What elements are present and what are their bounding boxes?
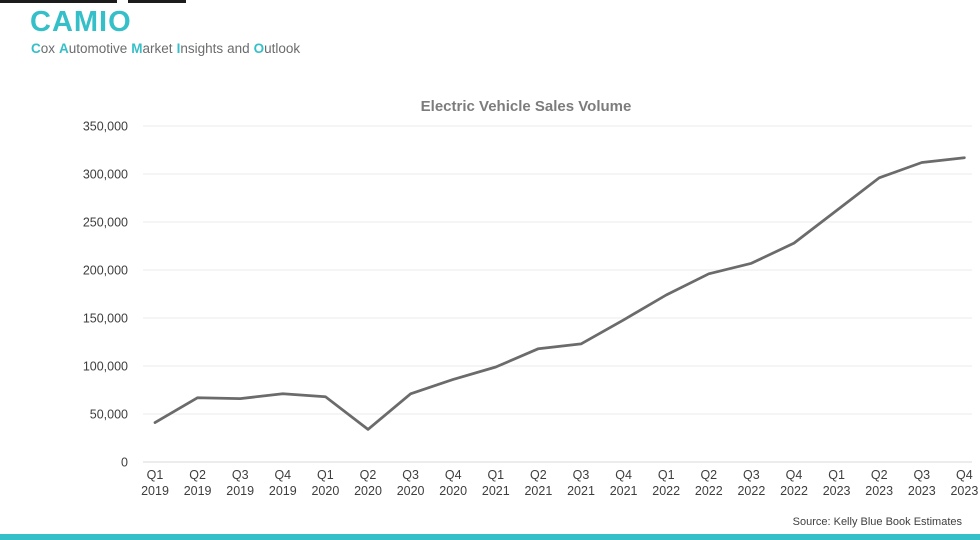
chart-title: Electric Vehicle Sales Volume xyxy=(420,98,632,115)
x-tick-year: 2020 xyxy=(397,484,425,498)
x-tick-year: 2022 xyxy=(780,484,808,498)
x-tick-year: 2021 xyxy=(610,484,638,498)
x-tick-year: 2021 xyxy=(567,484,595,498)
sales-volume-line xyxy=(153,156,966,431)
x-tick-quarter: Q3 xyxy=(743,468,760,482)
x-tick-year: 2023 xyxy=(823,484,851,498)
y-tick-label: 150,000 xyxy=(83,312,128,326)
y-tick-label: 250,000 xyxy=(83,216,128,230)
x-tick-quarter: Q2 xyxy=(189,468,206,482)
camio-logo: CAMIO xyxy=(30,6,132,38)
x-tick-year: 2020 xyxy=(439,484,467,498)
x-tick-year: 2019 xyxy=(226,484,254,498)
tagline-word: and xyxy=(227,41,250,56)
x-tick-quarter: Q1 xyxy=(147,468,164,482)
x-tick-quarter: Q3 xyxy=(913,468,930,482)
x-tick-year: 2022 xyxy=(737,484,765,498)
x-tick-year: 2023 xyxy=(865,484,893,498)
y-tick-label: 0 xyxy=(121,456,128,470)
source-note: Source: Kelly Blue Book Estimates xyxy=(792,516,962,528)
tagline-word: Automotive xyxy=(59,41,128,56)
y-tick-label: 300,000 xyxy=(83,168,128,182)
x-tick-year: 2021 xyxy=(524,484,552,498)
bottom-accent-bar xyxy=(0,534,980,540)
y-tick-label: 50,000 xyxy=(90,408,128,422)
x-tick-quarter: Q1 xyxy=(317,468,334,482)
tagline-word: Insights xyxy=(176,41,224,56)
x-tick-quarter: Q3 xyxy=(232,468,249,482)
x-tick-year: 2022 xyxy=(695,484,723,498)
x-tick-quarter: Q2 xyxy=(530,468,547,482)
x-tick-year: 2019 xyxy=(269,484,297,498)
camio-tagline: Cox Automotive Market Insights and Outlook xyxy=(31,41,304,56)
tagline-word: Market xyxy=(131,41,173,56)
x-tick-quarter: Q3 xyxy=(573,468,590,482)
x-tick-quarter: Q2 xyxy=(360,468,377,482)
x-tick-year: 2021 xyxy=(482,484,510,498)
x-tick-year: 2019 xyxy=(141,484,169,498)
x-tick-quarter: Q4 xyxy=(786,468,803,482)
x-tick-quarter: Q4 xyxy=(274,468,291,482)
x-tick-year: 2023 xyxy=(908,484,936,498)
x-tick-year: 2019 xyxy=(184,484,212,498)
x-tick-quarter: Q4 xyxy=(956,468,973,482)
y-tick-label: 200,000 xyxy=(83,264,128,278)
y-tick-label: 100,000 xyxy=(83,360,128,374)
x-tick-year: 2022 xyxy=(652,484,680,498)
x-tick-year: 2020 xyxy=(311,484,339,498)
x-tick-quarter: Q4 xyxy=(445,468,462,482)
x-tick-quarter: Q4 xyxy=(615,468,632,482)
y-tick-label: 350,000 xyxy=(83,120,128,134)
x-tick-year: 2023 xyxy=(950,484,978,498)
x-tick-quarter: Q1 xyxy=(828,468,845,482)
x-tick-quarter: Q2 xyxy=(871,468,888,482)
x-tick-quarter: Q1 xyxy=(658,468,675,482)
x-tick-quarter: Q2 xyxy=(700,468,717,482)
top-artifact-bar xyxy=(0,0,117,3)
x-tick-quarter: Q3 xyxy=(402,468,419,482)
tagline-word: Cox xyxy=(31,41,56,56)
top-artifact-bar xyxy=(128,0,186,3)
tagline-word: Outlook xyxy=(253,41,301,56)
x-tick-quarter: Q1 xyxy=(487,468,504,482)
x-tick-year: 2020 xyxy=(354,484,382,498)
